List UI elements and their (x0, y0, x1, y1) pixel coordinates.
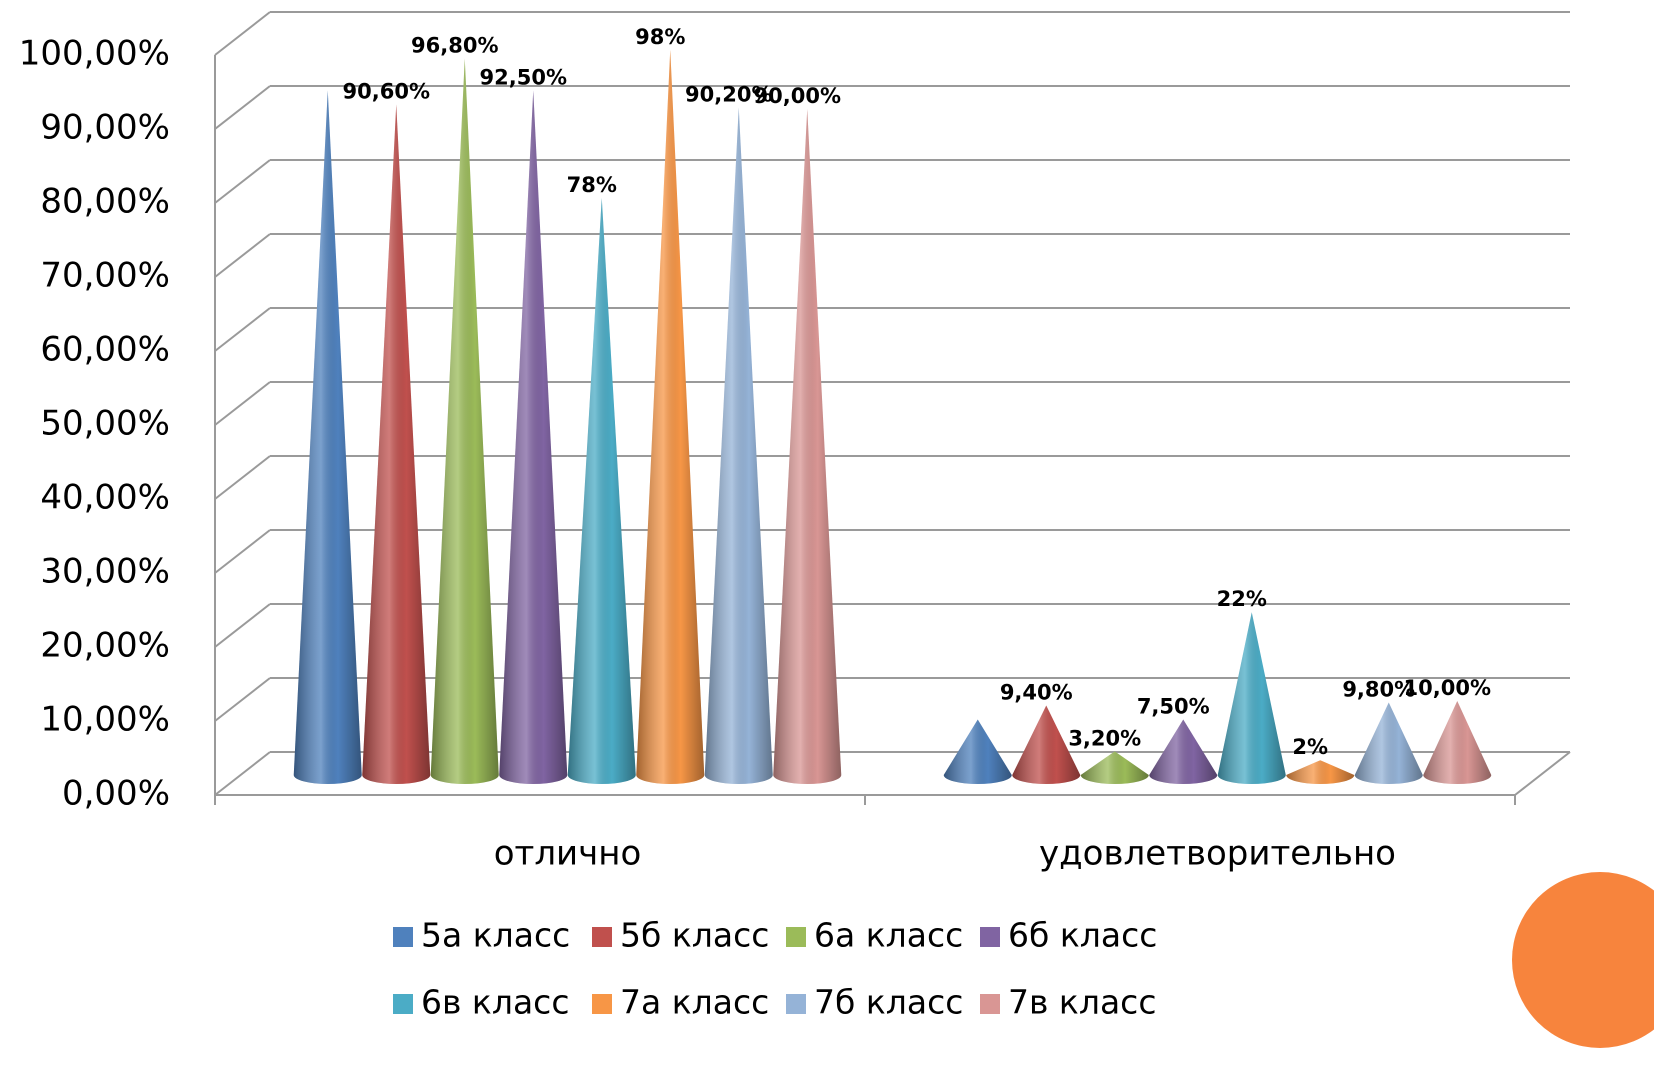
legend-label: 7б класс (814, 983, 963, 1022)
data-label: 2% (1292, 735, 1328, 759)
legend-label: 5а класс (421, 916, 570, 955)
y-tick-label: 40,00% (40, 478, 170, 518)
legend-swatch (786, 994, 806, 1014)
grid-line (214, 233, 271, 278)
legend-swatch (393, 927, 413, 947)
cone-shade (1423, 701, 1492, 784)
x-tick-label: отлично (494, 834, 642, 874)
legend-swatch (592, 927, 612, 947)
data-label: 9,40% (1000, 680, 1073, 704)
data-label: 10,00% (1404, 676, 1491, 700)
legend-label: 6в класс (421, 983, 569, 1022)
grid-line (214, 85, 271, 130)
legend-swatch (980, 927, 1000, 947)
data-label: 96,80% (411, 34, 498, 58)
cone-shade (704, 107, 773, 784)
cone-shade (943, 719, 1012, 784)
legend-swatch (786, 927, 806, 947)
y-tick-label: 10,00% (40, 700, 170, 740)
cone-shade (773, 109, 842, 784)
data-label: 78% (567, 173, 617, 197)
y-tick-label: 30,00% (40, 552, 170, 592)
cone-shade (1217, 612, 1286, 784)
y-tick-label: 70,00% (40, 256, 170, 296)
y-tick-label: 60,00% (40, 330, 170, 370)
cone-shade (293, 90, 362, 784)
legend-label: 7а класс (620, 983, 769, 1022)
cone-shade (1012, 705, 1081, 784)
data-label: 92,50% (480, 66, 567, 90)
y-tick-label: 90,00% (40, 108, 170, 148)
cone-shade (567, 197, 636, 785)
y-tick-label: 50,00% (40, 404, 170, 444)
x-tick-label: удовлетворительно (1039, 834, 1396, 874)
grid-line (214, 455, 271, 500)
data-label: 7,50% (1137, 695, 1210, 719)
legend-label: 6б класс (1008, 916, 1157, 955)
grid-line (214, 159, 271, 204)
y-tick-label: 100,00% (19, 34, 170, 74)
cone-shade (430, 58, 499, 785)
y-tick-label: 80,00% (40, 182, 170, 222)
legend-swatch (592, 994, 612, 1014)
grid-line (214, 11, 271, 56)
floor-edge (1514, 751, 1571, 796)
grid-line (214, 603, 271, 648)
cone-shade (1149, 719, 1218, 784)
data-label: 3,20% (1068, 726, 1141, 750)
data-label: 90,60% (343, 80, 430, 104)
cone-shade (1080, 751, 1149, 784)
decoration-circle (1512, 872, 1654, 1048)
data-label: 9,80% (1342, 677, 1415, 701)
grid-line (214, 381, 271, 426)
cone-shade (1286, 760, 1355, 784)
cone-shade (362, 104, 431, 784)
legend-swatch (393, 994, 413, 1014)
grid-line (214, 529, 271, 574)
grid-line (214, 751, 271, 796)
data-label: 90,20% (685, 83, 772, 107)
data-label: 22% (1217, 587, 1267, 611)
legend-label: 5б класс (620, 916, 769, 955)
legend-label: 7в класс (1008, 983, 1156, 1022)
cone-shade (636, 49, 705, 785)
y-tick-label: 0,00% (62, 774, 170, 814)
cone-shade (1354, 702, 1423, 784)
legend-label: 6а класс (814, 916, 963, 955)
cone-shade (499, 90, 568, 784)
data-label: 90,00% (754, 84, 841, 108)
grid-line (214, 307, 271, 352)
legend-swatch (980, 994, 1000, 1014)
grid-line (214, 677, 271, 722)
y-tick-label: 20,00% (40, 626, 170, 666)
data-label: 98% (635, 25, 685, 49)
